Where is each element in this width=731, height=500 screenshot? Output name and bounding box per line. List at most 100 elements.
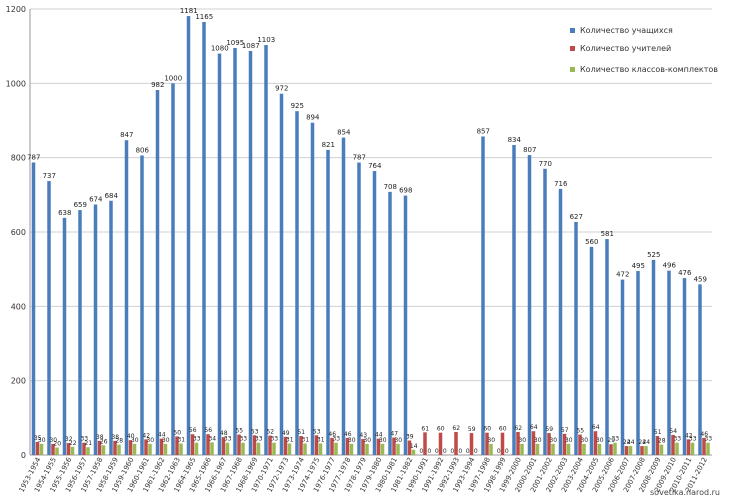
bar-green bbox=[70, 446, 75, 455]
bar-green bbox=[349, 443, 354, 455]
bar-red bbox=[671, 434, 675, 455]
bar-blue bbox=[279, 93, 284, 456]
data-label-green: 28 bbox=[115, 438, 123, 445]
data-label-blue: 1087 bbox=[242, 42, 260, 50]
bar-red bbox=[578, 434, 582, 455]
bar-red bbox=[66, 443, 71, 455]
data-label-blue: 807 bbox=[523, 146, 536, 154]
data-label-green: 30 bbox=[518, 437, 526, 444]
data-label-red: 42 bbox=[685, 432, 693, 439]
data-label-blue: 821 bbox=[322, 141, 335, 149]
bar-blue bbox=[78, 210, 82, 455]
bar-red bbox=[500, 432, 505, 455]
bar-green bbox=[132, 443, 137, 455]
data-label-blue: 972 bbox=[275, 85, 288, 93]
bar-green bbox=[690, 442, 695, 455]
bar-blue bbox=[326, 149, 330, 455]
data-label-red: 52 bbox=[266, 429, 274, 436]
bar-green bbox=[287, 443, 292, 455]
data-label-green: 33 bbox=[255, 436, 263, 443]
data-label-blue: 459 bbox=[694, 275, 707, 283]
bar-blue bbox=[357, 162, 361, 455]
bar-red bbox=[35, 441, 40, 455]
bar-green bbox=[380, 443, 385, 455]
data-label-zero: 0 bbox=[497, 448, 501, 455]
data-label-zero: 0 bbox=[450, 448, 454, 455]
data-label-blue: 627 bbox=[570, 213, 583, 221]
bar-blue bbox=[558, 188, 563, 456]
data-label-red: 30 bbox=[49, 437, 57, 444]
data-label-green: 33 bbox=[689, 436, 697, 443]
bar-blue bbox=[698, 284, 702, 455]
bar-red bbox=[175, 436, 179, 455]
legend-label-blue: Количество учащихся bbox=[580, 26, 673, 35]
data-label-zero: 0 bbox=[435, 448, 439, 455]
bar-red bbox=[686, 439, 691, 455]
data-label-green: 30 bbox=[363, 437, 371, 444]
bar-green bbox=[489, 443, 493, 455]
data-label-red: 54 bbox=[669, 428, 677, 435]
bar-blue bbox=[620, 279, 625, 455]
data-label-red: 38 bbox=[111, 434, 119, 441]
data-label-red: 24 bbox=[638, 439, 646, 446]
bar-red bbox=[531, 431, 536, 455]
data-label-red: 53 bbox=[313, 428, 321, 435]
data-label-blue: 1181 bbox=[180, 7, 198, 15]
data-label-red: 51 bbox=[297, 429, 305, 436]
data-label-red: 60 bbox=[483, 426, 491, 433]
bar-red bbox=[159, 438, 164, 455]
y-tick-label: 0 bbox=[21, 451, 26, 460]
data-label-green: 33 bbox=[239, 436, 247, 443]
bar-red bbox=[128, 440, 133, 455]
y-tick-label: 400 bbox=[11, 302, 26, 311]
bar-blue bbox=[605, 239, 609, 455]
data-label-red: 46 bbox=[328, 431, 336, 438]
data-label-red: 46 bbox=[700, 431, 708, 438]
data-label-red: 50 bbox=[173, 429, 181, 436]
bar-green bbox=[303, 443, 307, 455]
bar-red bbox=[97, 440, 102, 455]
data-label-green: 0 bbox=[427, 448, 431, 455]
bar-green bbox=[365, 443, 369, 455]
data-label-green: 30 bbox=[38, 437, 46, 444]
bar-red bbox=[655, 436, 660, 455]
data-label-red: 55 bbox=[576, 428, 584, 435]
data-label-green: 31 bbox=[286, 436, 294, 443]
bar-green bbox=[163, 443, 168, 455]
bar-blue bbox=[682, 278, 687, 455]
bar-red bbox=[376, 438, 381, 455]
bar-green bbox=[318, 443, 323, 455]
bar-green bbox=[55, 447, 59, 455]
data-label-blue: 581 bbox=[601, 230, 614, 238]
data-label-red: 35 bbox=[34, 435, 42, 442]
data-label-red: 60 bbox=[437, 426, 445, 433]
data-label-blue: 659 bbox=[74, 201, 87, 209]
bar-blue bbox=[31, 162, 36, 455]
bar-red bbox=[469, 433, 474, 455]
bar-green bbox=[241, 442, 245, 455]
bar-blue bbox=[109, 200, 113, 455]
bar-blue bbox=[264, 45, 268, 455]
data-label-green: 31 bbox=[177, 436, 185, 443]
legend-label-green: Количество классов-комплектов bbox=[580, 65, 718, 74]
bars-group bbox=[31, 16, 710, 456]
data-label-red: 59 bbox=[545, 426, 553, 433]
data-label-blue: 716 bbox=[554, 180, 568, 188]
bar-red bbox=[624, 446, 629, 455]
data-label-red: 46 bbox=[344, 431, 352, 438]
bar-green bbox=[179, 443, 183, 455]
bar-blue bbox=[574, 221, 578, 455]
data-label-red: 47 bbox=[390, 431, 398, 438]
data-label-blue: 684 bbox=[105, 192, 119, 200]
bar-red bbox=[190, 434, 195, 455]
data-label-green: 21 bbox=[84, 440, 92, 447]
watermark-text: sovetika.narod.ru bbox=[650, 488, 720, 497]
data-label-blue: 787 bbox=[27, 153, 40, 161]
data-label-blue: 496 bbox=[663, 262, 677, 270]
bar-red bbox=[438, 432, 443, 455]
data-label-blue: 708 bbox=[384, 183, 397, 191]
bar-green bbox=[256, 442, 261, 455]
bar-blue bbox=[667, 270, 671, 455]
data-label-green: 31 bbox=[317, 436, 325, 443]
bar-blue bbox=[372, 171, 377, 455]
